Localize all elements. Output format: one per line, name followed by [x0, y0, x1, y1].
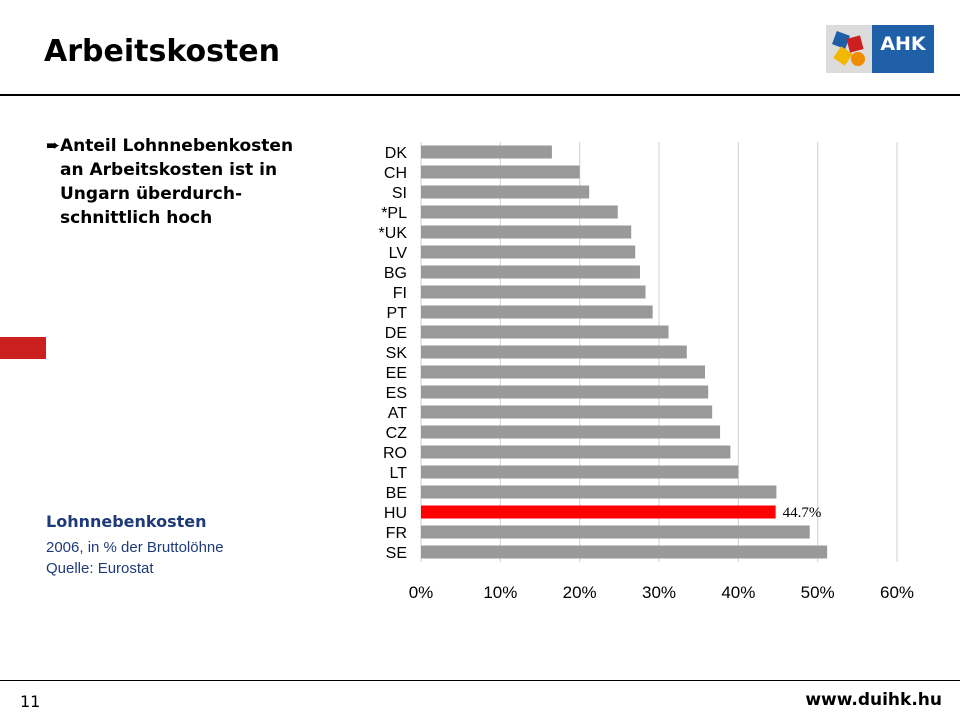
category-label: *UK — [379, 225, 408, 242]
bar — [421, 285, 646, 299]
category-label: DE — [385, 325, 407, 342]
bar — [421, 485, 777, 499]
bar — [421, 445, 731, 459]
data-label: 44.7% — [783, 505, 822, 521]
category-label: HU — [384, 505, 407, 522]
x-tick-label: 40% — [721, 583, 755, 602]
category-label: LV — [389, 245, 408, 262]
legend-source: Quelle: Eurostat — [46, 560, 154, 577]
x-tick-label: 0% — [409, 583, 434, 602]
chart-legend: Lohnnebenkosten 2006, in % der Bruttolöh… — [46, 512, 224, 579]
bar — [421, 525, 810, 539]
category-label: FR — [386, 525, 407, 542]
category-label: AT — [388, 405, 407, 422]
bar — [421, 505, 776, 519]
bar — [421, 165, 580, 179]
bar — [421, 145, 552, 159]
category-label: SI — [392, 185, 407, 202]
chart-bars — [421, 145, 828, 559]
page-number: 11 — [20, 692, 41, 711]
bar — [421, 385, 709, 399]
legend-title: Lohnnebenkosten — [46, 512, 207, 531]
bar — [421, 305, 653, 319]
category-label: EE — [386, 365, 407, 382]
legend-subtitle: 2006, in % der Bruttolöhne — [46, 539, 224, 556]
category-label: ES — [386, 385, 407, 402]
x-tick-label: 50% — [801, 583, 835, 602]
chart-tick-labels: 0% 10% 20% 30% 40% 50% 60% — [409, 583, 914, 602]
category-label: RO — [383, 445, 407, 462]
category-label: SK — [386, 345, 408, 362]
category-label: FI — [393, 285, 407, 302]
bullet-line: Anteil Lohnnebenkosten — [60, 136, 294, 156]
page-title: Arbeitskosten — [44, 34, 280, 69]
header-divider — [0, 94, 960, 96]
bar — [421, 405, 713, 419]
bar — [421, 325, 669, 339]
x-tick-label: 10% — [483, 583, 517, 602]
footer-divider — [0, 680, 960, 681]
category-label: SE — [386, 545, 407, 562]
bar — [421, 545, 828, 559]
bar — [421, 205, 618, 219]
category-label: BG — [384, 265, 407, 282]
section-marker — [0, 337, 46, 359]
bullet-point: ➨ Anteil Lohnnebenkosten an Arbeitskoste… — [46, 134, 336, 230]
chart-category-labels: DK CH SI *PL *UK LV BG FI PT DE SK EE ES AT CZ RO LT BE HU… — [379, 145, 408, 562]
bullet-line: schnittlich hoch — [60, 208, 213, 228]
logo-text: AHK — [880, 33, 927, 55]
category-label: *PL — [381, 205, 407, 222]
bar — [421, 425, 721, 439]
bar — [421, 365, 706, 379]
bar — [421, 245, 636, 259]
bar — [421, 225, 632, 239]
bullet-text: Anteil Lohnnebenkosten an Arbeitskosten … — [46, 134, 336, 230]
bar — [421, 265, 640, 279]
bullet-line: Ungarn überdurch- — [60, 184, 243, 204]
bullet-line: an Arbeitskosten ist in — [60, 160, 278, 180]
category-label: DK — [385, 145, 408, 162]
category-label: LT — [390, 465, 408, 482]
arrow-icon: ➨ — [46, 136, 61, 156]
category-label: CH — [384, 165, 407, 182]
x-tick-label: 20% — [563, 583, 597, 602]
category-label: BE — [386, 485, 407, 502]
x-tick-label: 30% — [642, 583, 676, 602]
x-tick-label: 60% — [880, 583, 914, 602]
bar — [421, 345, 687, 359]
footer-url: www.duihk.hu — [805, 690, 942, 710]
category-label: PT — [387, 305, 408, 322]
chart-data-labels: 44.7% — [783, 505, 822, 521]
ahk-logo: AHK — [826, 25, 934, 73]
bar — [421, 185, 590, 199]
bar — [421, 465, 739, 479]
category-label: CZ — [386, 425, 408, 442]
